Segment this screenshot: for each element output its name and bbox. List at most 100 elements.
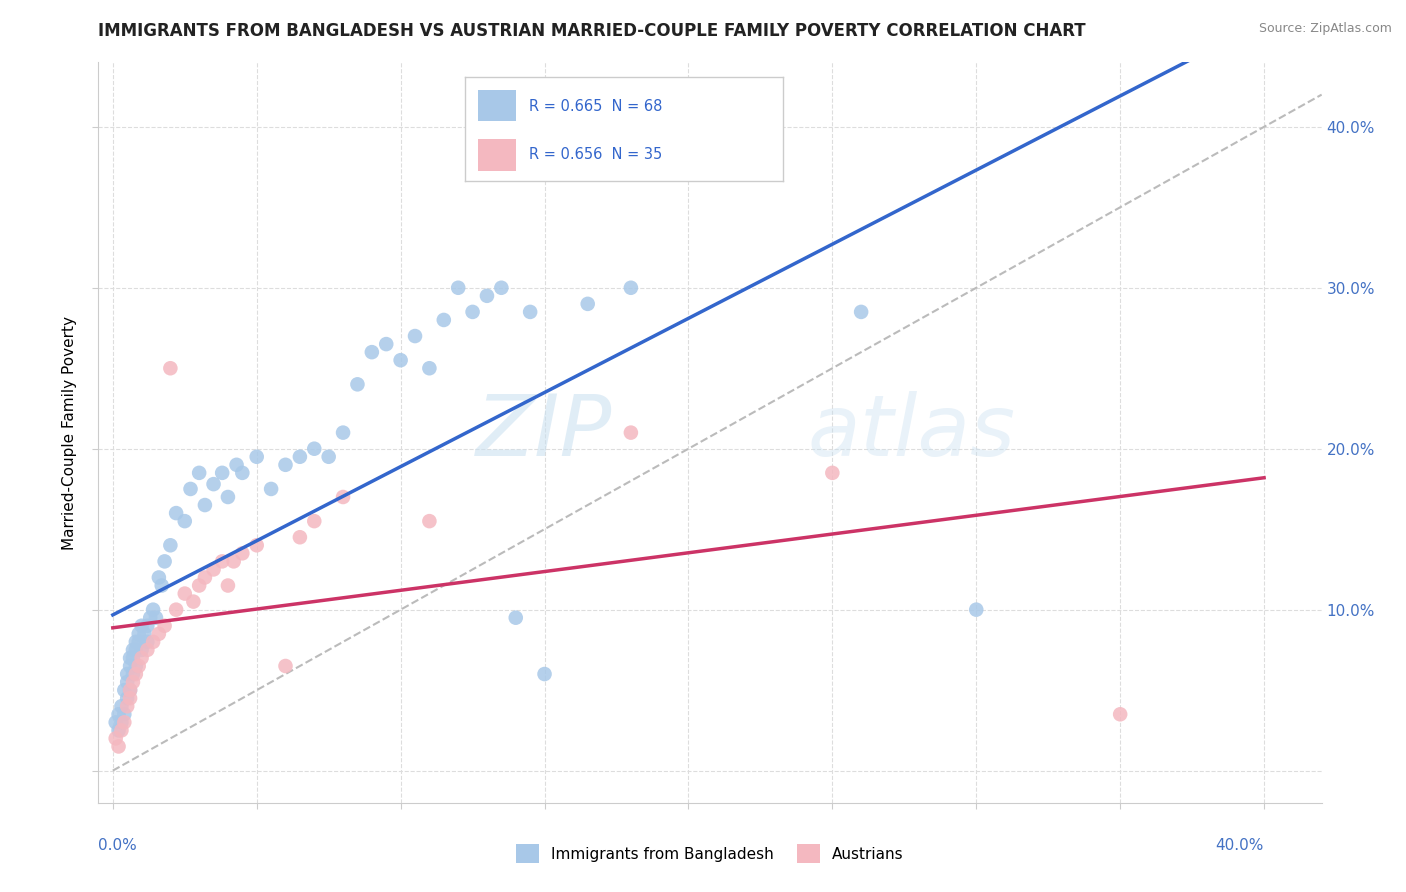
Point (136, 619, 159, 633)
Point (159, 538, 181, 552)
Point (159, 361, 181, 376)
Point (231, 546, 253, 560)
Point (173, 586, 195, 600)
Point (346, 377, 368, 392)
Point (211, 554, 233, 568)
Point (194, 570, 217, 584)
Point (505, 610, 527, 624)
Point (821, 466, 844, 480)
Point (404, 329, 426, 343)
Point (120, 691, 142, 706)
Point (128, 635, 150, 649)
Point (142, 602, 165, 616)
Point (304, 514, 326, 528)
Point (112, 683, 135, 698)
Point (217, 578, 239, 592)
Point (110, 723, 132, 738)
Point (288, 530, 311, 544)
Y-axis label: Married-Couple Family Poverty: Married-Couple Family Poverty (62, 316, 77, 549)
Point (128, 659, 150, 673)
Point (148, 627, 170, 641)
Point (107, 707, 129, 722)
Text: 40.0%: 40.0% (1216, 838, 1264, 854)
Point (533, 667, 555, 681)
Point (360, 345, 382, 359)
Point (150, 578, 173, 592)
Point (139, 610, 162, 624)
Point (202, 477, 225, 491)
Point (183, 594, 205, 608)
Point (173, 514, 195, 528)
Point (211, 466, 233, 480)
Text: 0.0%: 0.0% (98, 838, 138, 854)
Point (461, 305, 484, 319)
Text: IMMIGRANTS FROM BANGLADESH VS AUSTRIAN MARRIED-COUPLE FAMILY POVERTY CORRELATION: IMMIGRANTS FROM BANGLADESH VS AUSTRIAN M… (98, 22, 1085, 40)
Point (246, 450, 269, 464)
Point (125, 635, 148, 649)
Point (112, 707, 135, 722)
Point (120, 683, 142, 698)
Point (134, 627, 156, 641)
Point (180, 482, 202, 496)
Point (128, 627, 150, 641)
Point (620, 425, 643, 440)
Point (148, 570, 170, 584)
Point (274, 458, 297, 472)
Point (110, 715, 132, 730)
Point (188, 578, 211, 592)
Point (222, 554, 245, 568)
Point (115, 675, 138, 690)
Point (304, 442, 326, 456)
Point (274, 659, 297, 673)
Point (153, 554, 176, 568)
Point (136, 643, 159, 657)
Point (112, 715, 135, 730)
Text: ZIP: ZIP (475, 391, 612, 475)
Point (104, 715, 127, 730)
Point (849, 305, 872, 319)
Point (131, 651, 153, 665)
Point (202, 562, 225, 576)
Point (107, 723, 129, 738)
Point (125, 659, 148, 673)
Point (115, 667, 138, 681)
Point (447, 281, 470, 295)
Point (225, 458, 247, 472)
Point (260, 482, 283, 496)
Point (110, 699, 132, 714)
Point (188, 466, 211, 480)
Point (125, 643, 148, 657)
Point (318, 450, 340, 464)
Point (965, 602, 987, 616)
Point (475, 289, 498, 303)
Point (153, 619, 176, 633)
Point (122, 651, 145, 665)
Point (107, 739, 129, 754)
Point (115, 691, 138, 706)
Point (519, 305, 541, 319)
Point (418, 361, 440, 376)
Point (122, 667, 145, 681)
Point (165, 602, 187, 616)
Point (120, 683, 142, 698)
Point (104, 731, 127, 746)
Point (136, 635, 159, 649)
Point (332, 425, 354, 440)
Point (115, 699, 138, 714)
Point (375, 337, 398, 351)
Point (288, 450, 311, 464)
Point (491, 281, 513, 295)
Text: Source: ZipAtlas.com: Source: ZipAtlas.com (1258, 22, 1392, 36)
Point (246, 538, 269, 552)
Point (620, 281, 643, 295)
Point (389, 353, 412, 368)
Point (332, 490, 354, 504)
Point (433, 313, 456, 327)
Point (145, 610, 167, 624)
Point (194, 498, 217, 512)
Point (122, 643, 145, 657)
Point (131, 619, 153, 633)
Point (217, 490, 239, 504)
Point (122, 675, 145, 690)
Point (125, 667, 148, 681)
